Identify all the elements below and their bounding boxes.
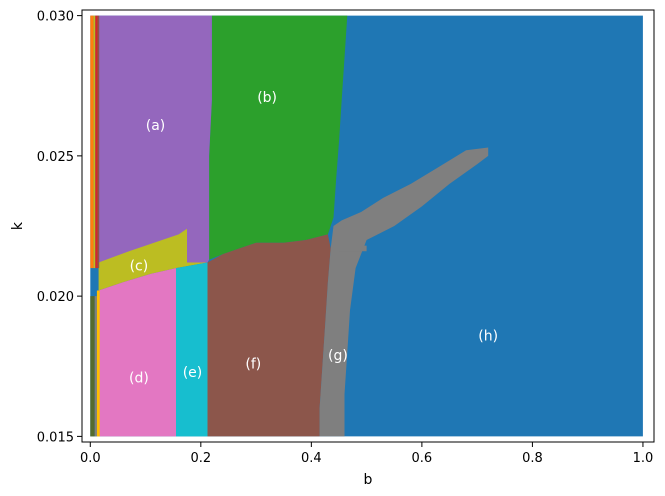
strip-3 <box>97 15 100 269</box>
strip-0 <box>90 15 94 269</box>
region-c <box>98 228 208 291</box>
region-b <box>209 15 348 260</box>
region-g2 <box>339 245 367 252</box>
region-label-d: (d) <box>129 371 149 387</box>
region-label-e: (e) <box>183 365 203 381</box>
strip-5 <box>94 296 97 437</box>
y-tick-label: 0.020 <box>37 290 74 305</box>
x-tick-label: 0.6 <box>412 451 433 466</box>
x-tick-label: 0.2 <box>190 451 211 466</box>
region-a <box>98 15 212 263</box>
strip-4 <box>90 296 95 437</box>
region-label-c: (c) <box>130 258 149 274</box>
region-g <box>319 147 489 437</box>
plot-frame <box>81 9 655 443</box>
strips-layer <box>90 15 100 437</box>
strip-6 <box>96 290 100 437</box>
x-tick-label: 1.0 <box>633 451 654 466</box>
x-axis-label: b <box>364 472 373 488</box>
region-label-g: (g) <box>328 348 348 364</box>
y-axis-label: k <box>10 221 26 230</box>
region-label-a: (a) <box>146 118 166 134</box>
regions-layer <box>90 15 643 437</box>
x-tick-label: 0.4 <box>301 451 322 466</box>
strip-2 <box>95 15 98 269</box>
y-tick-label: 0.015 <box>37 430 74 445</box>
region-label-b: (b) <box>257 90 277 106</box>
region-e <box>176 262 208 437</box>
region-labels-layer: (h) (b) (a) (c) (d) (e) (f) (g) <box>129 90 498 387</box>
y-axis-ticks: 0.015 0.020 0.025 0.030 <box>37 10 82 445</box>
y-tick-label: 0.030 <box>37 10 74 25</box>
region-f <box>207 234 331 437</box>
x-tick-label: 0.0 <box>80 451 101 466</box>
region-label-h: (h) <box>478 328 498 344</box>
x-axis-ticks: 0.0 0.2 0.4 0.6 0.8 1.0 <box>80 442 653 466</box>
region-label-f: (f) <box>245 357 261 373</box>
x-tick-label: 0.8 <box>522 451 543 466</box>
strip-1 <box>93 15 96 269</box>
region-d <box>98 268 176 437</box>
y-tick-label: 0.025 <box>37 150 74 165</box>
